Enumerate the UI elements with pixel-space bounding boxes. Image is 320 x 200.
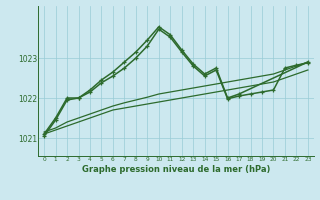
X-axis label: Graphe pression niveau de la mer (hPa): Graphe pression niveau de la mer (hPa) [82, 165, 270, 174]
